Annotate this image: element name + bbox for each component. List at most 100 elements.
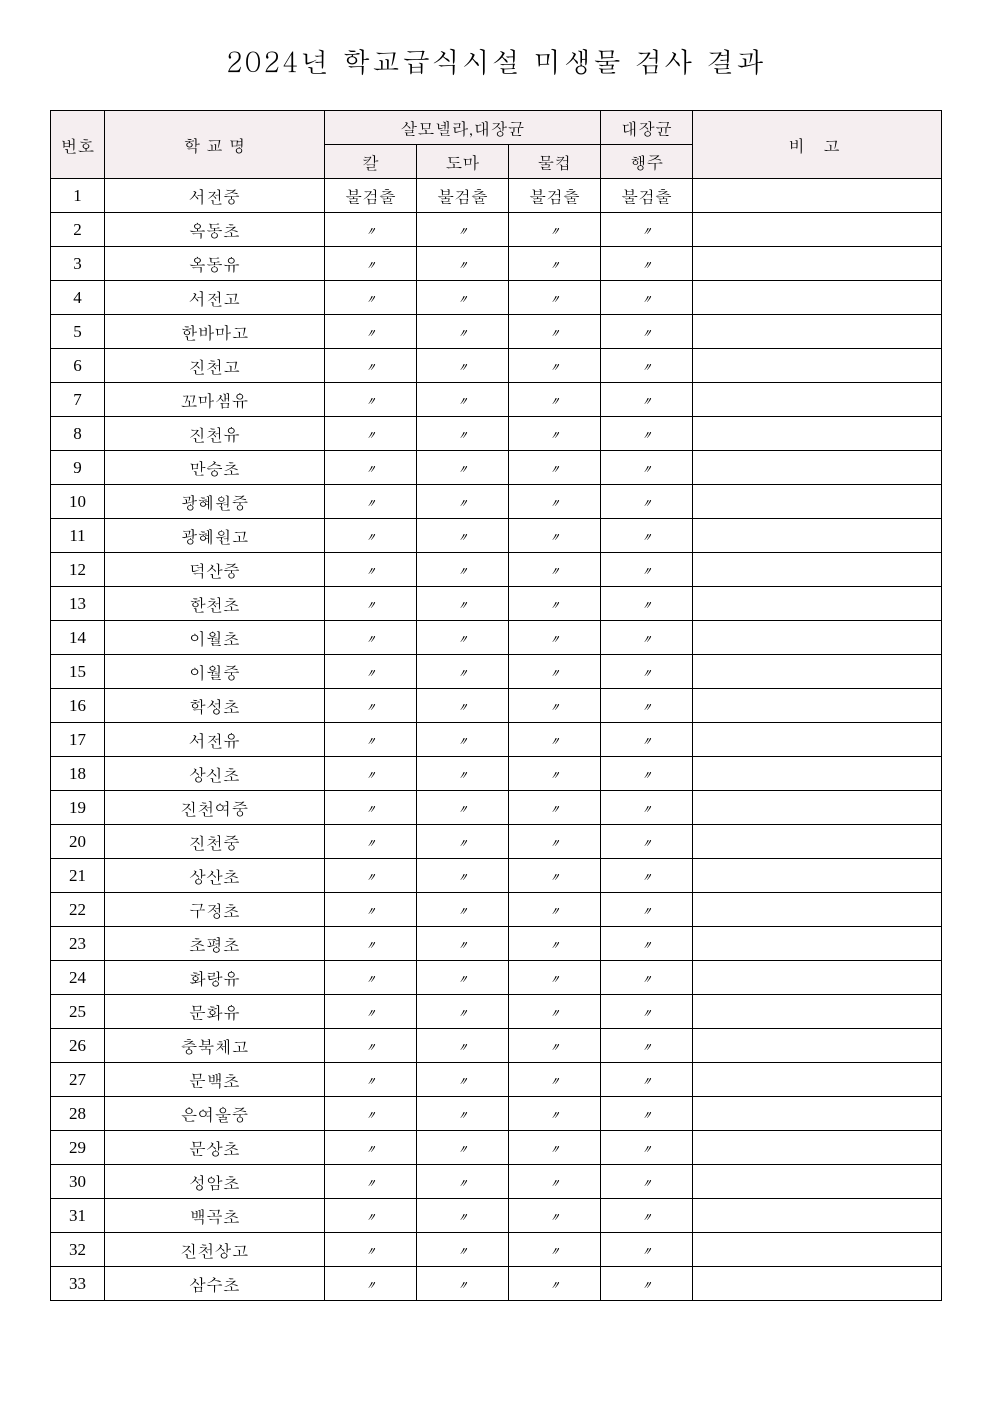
cell-result: 〃 [509,485,601,519]
table-row: 7꼬마샘유〃〃〃〃 [51,383,942,417]
cell-result: 〃 [509,1233,601,1267]
cell-result: 〃 [509,723,601,757]
cell-result: 〃 [601,247,693,281]
cell-note [693,1131,942,1165]
cell-school: 학성초 [105,689,325,723]
table-row: 2옥동초〃〃〃〃 [51,213,942,247]
cell-note [693,179,942,213]
cell-result: 〃 [417,1063,509,1097]
table-row: 28은여울중〃〃〃〃 [51,1097,942,1131]
cell-school: 초평초 [105,927,325,961]
cell-num: 16 [51,689,105,723]
header-knife: 칼 [325,145,417,179]
table-row: 27문백초〃〃〃〃 [51,1063,942,1097]
cell-result: 〃 [417,689,509,723]
cell-result: 〃 [601,417,693,451]
cell-note [693,995,942,1029]
cell-result: 〃 [509,1131,601,1165]
cell-result: 〃 [601,1199,693,1233]
cell-result: 〃 [601,451,693,485]
cell-result: 〃 [601,1165,693,1199]
cell-note [693,757,942,791]
cell-result: 〃 [325,1165,417,1199]
cell-result: 〃 [601,485,693,519]
table-row: 9만승초〃〃〃〃 [51,451,942,485]
cell-result: 〃 [325,1131,417,1165]
cell-note [693,859,942,893]
cell-result: 〃 [601,757,693,791]
cell-school: 진천중 [105,825,325,859]
cell-note [693,689,942,723]
table-row: 3옥동유〃〃〃〃 [51,247,942,281]
cell-note [693,927,942,961]
cell-num: 22 [51,893,105,927]
cell-note [693,1097,942,1131]
cell-result: 〃 [417,723,509,757]
cell-school: 백곡초 [105,1199,325,1233]
cell-result: 〃 [509,689,601,723]
cell-num: 3 [51,247,105,281]
table-row: 11광혜원고〃〃〃〃 [51,519,942,553]
cell-result: 〃 [417,1029,509,1063]
cell-result: 〃 [417,383,509,417]
cell-result: 불검출 [325,179,417,213]
table-row: 14이월초〃〃〃〃 [51,621,942,655]
table-row: 21상산초〃〃〃〃 [51,859,942,893]
cell-result: 〃 [509,247,601,281]
header-note: 비 고 [693,111,942,179]
cell-num: 4 [51,281,105,315]
cell-result: 〃 [417,791,509,825]
cell-result: 〃 [601,655,693,689]
table-row: 17서전유〃〃〃〃 [51,723,942,757]
cell-note [693,315,942,349]
cell-result: 〃 [417,1199,509,1233]
cell-result: 〃 [325,587,417,621]
cell-result: 〃 [509,587,601,621]
cell-result: 〃 [325,451,417,485]
table-row: 5한바마고〃〃〃〃 [51,315,942,349]
cell-result: 〃 [417,961,509,995]
cell-result: 〃 [417,621,509,655]
cell-school: 문백초 [105,1063,325,1097]
result-table: 번호 학 교 명 살모넬라,대장균 대장균 비 고 칼 도마 물컵 행주 1서전… [50,110,942,1301]
cell-num: 28 [51,1097,105,1131]
table-row: 29문상초〃〃〃〃 [51,1131,942,1165]
cell-num: 6 [51,349,105,383]
cell-result: 〃 [417,1267,509,1301]
cell-note [693,1267,942,1301]
cell-result: 〃 [601,349,693,383]
cell-result: 〃 [417,1097,509,1131]
cell-result: 〃 [325,995,417,1029]
cell-num: 7 [51,383,105,417]
cell-result: 〃 [417,757,509,791]
cell-result: 〃 [601,995,693,1029]
cell-result: 〃 [509,1199,601,1233]
cell-result: 〃 [509,1165,601,1199]
table-row: 20진천중〃〃〃〃 [51,825,942,859]
cell-note [693,281,942,315]
cell-result: 불검출 [417,179,509,213]
cell-result: 〃 [325,485,417,519]
cell-result: 〃 [417,893,509,927]
cell-school: 한바마고 [105,315,325,349]
cell-num: 27 [51,1063,105,1097]
cell-result: 〃 [417,1233,509,1267]
table-row: 15이월중〃〃〃〃 [51,655,942,689]
cell-result: 〃 [325,1097,417,1131]
cell-result: 〃 [509,621,601,655]
cell-result: 〃 [325,825,417,859]
cell-result: 〃 [417,1131,509,1165]
cell-result: 〃 [417,553,509,587]
cell-school: 진천여중 [105,791,325,825]
cell-school: 화랑유 [105,961,325,995]
cell-result: 〃 [509,451,601,485]
table-row: 32진천상고〃〃〃〃 [51,1233,942,1267]
cell-result: 〃 [325,961,417,995]
cell-num: 26 [51,1029,105,1063]
cell-result: 〃 [601,213,693,247]
cell-num: 24 [51,961,105,995]
cell-result: 〃 [601,1267,693,1301]
cell-note [693,519,942,553]
cell-result: 〃 [417,485,509,519]
cell-note [693,621,942,655]
